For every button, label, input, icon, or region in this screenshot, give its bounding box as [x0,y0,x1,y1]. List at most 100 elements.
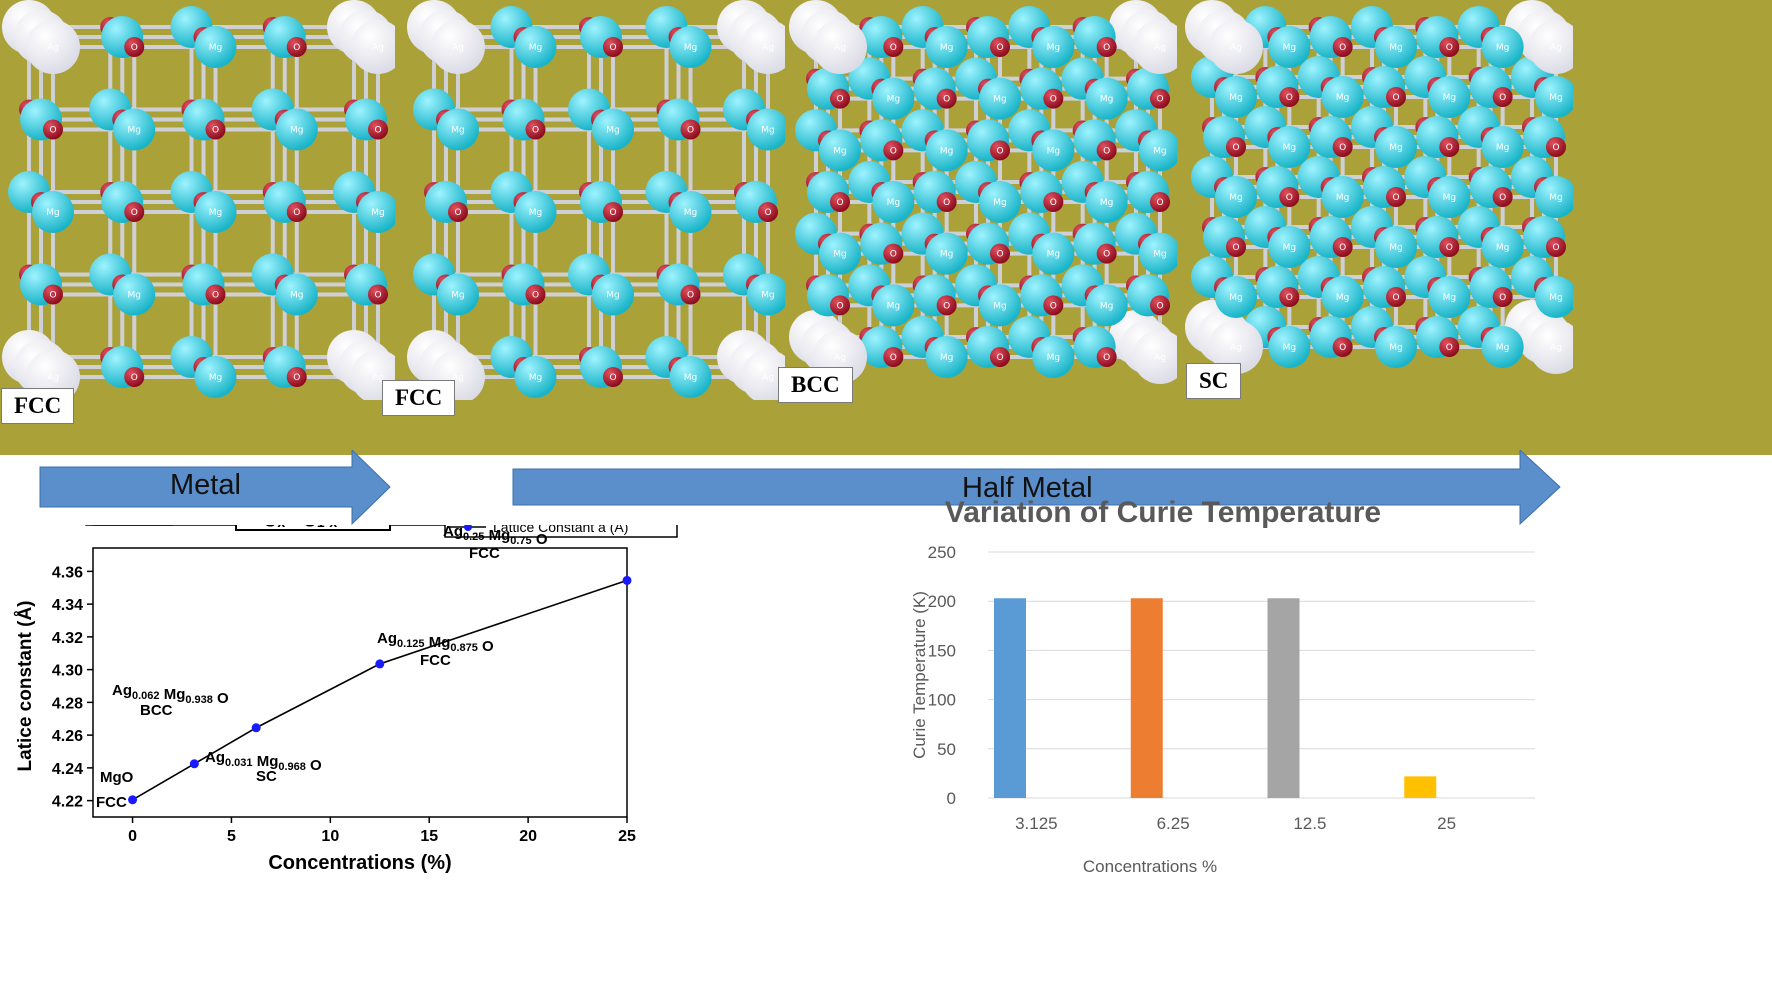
mg-atom-label: Mg [1047,43,1060,53]
o-atom-label: O [1050,198,1057,208]
o-atom-label: O [890,353,897,363]
o-atom-label: O [1339,143,1346,153]
ag-atom [1133,20,1177,74]
ag-atom [741,350,785,400]
ag-atom-label: Ag [1550,343,1562,353]
atom-layer: Ag Mg O Mg Ag Mg O Mg O Mg O Mg O Mg O Mg O Mg O Mg Ag Mg O Mg A… [407,0,785,400]
o-atom [883,37,904,57]
y-axis-label: Curie Temperature (K) [910,591,929,759]
mg-atom [113,273,156,316]
mg-atom-label: Mg [1549,193,1562,203]
o-atom-label: O [1286,93,1293,103]
o-atom [1386,87,1406,107]
svg-text:SC: SC [256,768,277,785]
mg-atom-label: Mg [606,291,619,301]
mg-atom-label: Mg [833,250,846,260]
x-tick-label: 3.125 [1015,814,1058,833]
atom-layer: Ag Mg O Mg O Mg Ag Mg O Mg O Mg O Mg O Mg O Mg O Mg O Mg O Mg O M… [1185,0,1573,374]
o-atom-label: O [532,291,539,301]
mg-atom-label: Mg [1047,250,1060,260]
mg-atom [979,77,1021,120]
o-atom [883,347,904,367]
ag-atom [1529,320,1573,374]
ag-atom-label: Ag [1230,43,1242,53]
data-point [622,575,632,585]
ag-atom-label: Ag [1154,43,1166,53]
x-tick-label: 25 [1437,814,1456,833]
mg-atom [925,232,968,275]
mg-atom-label: Mg [940,353,953,363]
mg-atom [872,77,915,120]
o-atom [43,284,63,305]
o-atom [124,37,145,57]
o-atom-label: O [374,126,381,136]
ag-atom-label: Ag [762,43,774,53]
o-atom [1332,137,1353,157]
o-atom-label: O [1392,93,1399,103]
o-atom [830,295,850,316]
o-atom-label: O [131,43,138,53]
point-annotation: Ag0.031 Mg0.968 OSC [205,749,322,785]
mg-atom-label: Mg [833,146,846,156]
mg-atom [1268,326,1311,368]
chart-title: AgxMg1-x O [235,525,391,531]
o-atom [883,140,904,161]
y-tick-label: 0 [947,789,956,808]
half-metal-arrow [512,450,1561,526]
legend: Lattice Constant a (Å) [444,525,678,538]
y-tick-label: 50 [937,740,956,759]
o-atom [603,202,623,222]
o-atom [525,119,546,140]
mg-atom-label: Mg [887,301,900,311]
o-atom [680,284,701,305]
o-atom-label: O [1103,353,1110,363]
mg-atom [1032,232,1075,275]
o-atom-label: O [1339,343,1346,353]
mg-atom-label: Mg [1496,343,1509,353]
svg-text:Ag0.125 Mg0.875 O: Ag0.125 Mg0.875 O [377,630,494,655]
mg-atom [1032,129,1075,172]
o-atom [1150,192,1170,212]
o-atom [680,119,701,140]
y-tick-label: 4.36 [52,564,83,581]
o-atom [603,37,623,57]
mg-atom-label: Mg [1283,243,1296,253]
ag-atom-label: Ag [1550,43,1562,53]
mg-atom-label: Mg [1229,293,1242,303]
data-point [251,723,261,733]
o-atom [1492,87,1513,107]
o-atom-label: O [1156,95,1163,105]
o-atom [830,88,850,109]
o-atom [286,367,307,387]
o-atom [1150,88,1170,109]
y-tick-label: 4.22 [52,794,83,811]
y-tick-label: 4.26 [52,728,83,745]
structure-label-1: FCC [1,388,75,424]
mg-atom-label: Mg [46,208,59,218]
o-atom [1439,137,1460,157]
mg-atom-label: Mg [1389,143,1402,153]
ag-atom-label: Ag [1230,343,1242,353]
o-atom [1043,192,1064,212]
plot-frame [92,547,628,818]
mg-atom-label: Mg [1336,93,1349,103]
o-atom [830,192,850,212]
mg-atom-label: Mg [940,250,953,260]
ag-atom [26,20,80,74]
o-atom [525,284,546,305]
mg-atom-label: Mg [1229,193,1242,203]
mg-atom [872,181,915,223]
mg-atom-label: Mg [1496,243,1509,253]
o-atom-label: O [943,301,950,311]
o-atom [1332,337,1353,357]
mg-atom-label: Mg [1443,193,1456,203]
mg-atom-label: Mg [993,301,1006,311]
mg-atom [592,108,634,151]
mg-atom [1481,226,1524,268]
svg-text:Ag0.25 Mg0.75 O: Ag0.25 Mg0.75 O [443,525,548,548]
o-atom [1386,187,1406,207]
o-atom [1279,287,1300,307]
ag-atom-label: Ag [762,373,774,383]
mg-atom [747,273,785,316]
